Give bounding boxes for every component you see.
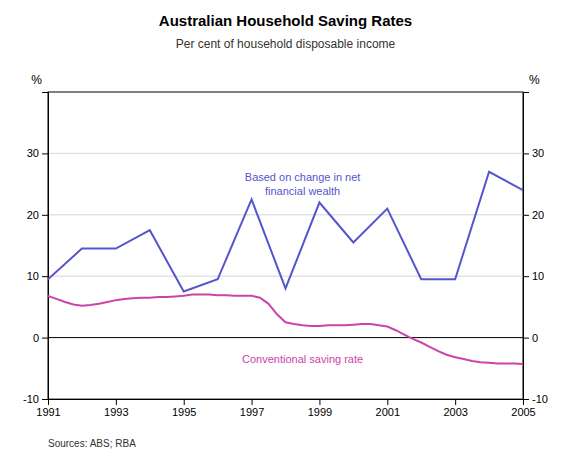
tick: 10 bbox=[523, 270, 544, 282]
tick-label: 2001 bbox=[376, 406, 400, 418]
tick-label: -10 bbox=[532, 393, 548, 405]
tick: -10 bbox=[23, 393, 48, 405]
subtitle: Per cent of household disposable income bbox=[176, 37, 396, 51]
tick-mark bbox=[455, 399, 456, 405]
tick-label: 1997 bbox=[240, 406, 264, 418]
tick-mark bbox=[184, 399, 185, 405]
tick: 2001 bbox=[376, 399, 400, 418]
tick-label: 30 bbox=[27, 147, 39, 159]
tick-mark bbox=[252, 399, 253, 405]
tick-label: 10 bbox=[532, 270, 544, 282]
tick-label: 1993 bbox=[104, 406, 128, 418]
tick: 1991 bbox=[36, 399, 60, 418]
tick-label: 2005 bbox=[511, 406, 535, 418]
tick: 0 bbox=[33, 332, 48, 344]
grid-line bbox=[48, 153, 523, 154]
tick-mark bbox=[42, 153, 48, 154]
source: Sources: ABS; RBA bbox=[48, 438, 136, 449]
tick-mark bbox=[387, 399, 388, 405]
tick-mark bbox=[523, 399, 529, 400]
tick-mark bbox=[42, 399, 48, 400]
tick-label: 0 bbox=[33, 332, 39, 344]
tick-label: 1999 bbox=[308, 406, 332, 418]
series-label: Based on change in netfinancial wealth bbox=[245, 171, 361, 196]
line bbox=[48, 172, 523, 292]
tick-label: 0 bbox=[532, 332, 538, 344]
grid bbox=[48, 153, 523, 399]
grid-line bbox=[48, 276, 523, 277]
tick-label: -10 bbox=[23, 393, 39, 405]
tick-label: 1995 bbox=[172, 406, 196, 418]
y-axis-label: % bbox=[31, 73, 42, 87]
tick: 30 bbox=[523, 147, 544, 159]
tick-label: 10 bbox=[27, 270, 39, 282]
tick-mark bbox=[523, 215, 529, 216]
tick: 1999 bbox=[308, 399, 332, 418]
axis-line bbox=[49, 400, 524, 406]
series-label: Conventional saving rate bbox=[242, 353, 363, 365]
y2-axis: -10 0 10 20 30 bbox=[523, 93, 548, 406]
y-axis: -10 0 10 20 30 bbox=[23, 93, 48, 406]
tick: 2003 bbox=[443, 399, 467, 418]
tick-mark bbox=[319, 399, 320, 405]
tick-label: 20 bbox=[27, 209, 39, 221]
tick: -10 bbox=[523, 393, 548, 405]
tick: 1993 bbox=[104, 399, 128, 418]
tick-label: 30 bbox=[532, 147, 544, 159]
tick: 1995 bbox=[172, 399, 196, 418]
lines bbox=[48, 172, 523, 364]
tick-mark bbox=[116, 399, 117, 405]
tick: 20 bbox=[27, 209, 48, 221]
tick-mark bbox=[42, 276, 48, 277]
tick-mark bbox=[523, 338, 529, 339]
tick-mark bbox=[42, 338, 48, 339]
grid-line bbox=[48, 214, 523, 215]
tick: 10 bbox=[27, 270, 48, 282]
tick: 30 bbox=[27, 147, 48, 159]
axis-line bbox=[42, 93, 49, 400]
tick-mark bbox=[523, 153, 529, 154]
chart: Australian Household Saving Rates Per cen… bbox=[0, 0, 571, 461]
axis-line bbox=[524, 93, 530, 400]
grid-line bbox=[48, 337, 523, 338]
tick-mark bbox=[42, 215, 48, 216]
tick-mark bbox=[523, 276, 529, 277]
tick: 0 bbox=[523, 332, 538, 344]
tick-label: 1991 bbox=[36, 406, 60, 418]
plot-frame bbox=[48, 92, 523, 399]
plot-area: 19911993199519971999200120032005-1001020… bbox=[23, 92, 548, 418]
line bbox=[48, 295, 523, 364]
annotations: Based on change in netfinancial wealth Co… bbox=[242, 171, 363, 365]
tick-label: 20 bbox=[532, 209, 544, 221]
tick-label: 2003 bbox=[443, 406, 467, 418]
x-axis: 1991 1993 1995 1997 1999 2001 2003 2005 bbox=[36, 399, 535, 418]
title: Australian Household Saving Rates bbox=[159, 12, 412, 29]
tick: 1997 bbox=[240, 399, 264, 418]
y2-axis-label: % bbox=[529, 73, 540, 87]
tick: 20 bbox=[523, 209, 544, 221]
